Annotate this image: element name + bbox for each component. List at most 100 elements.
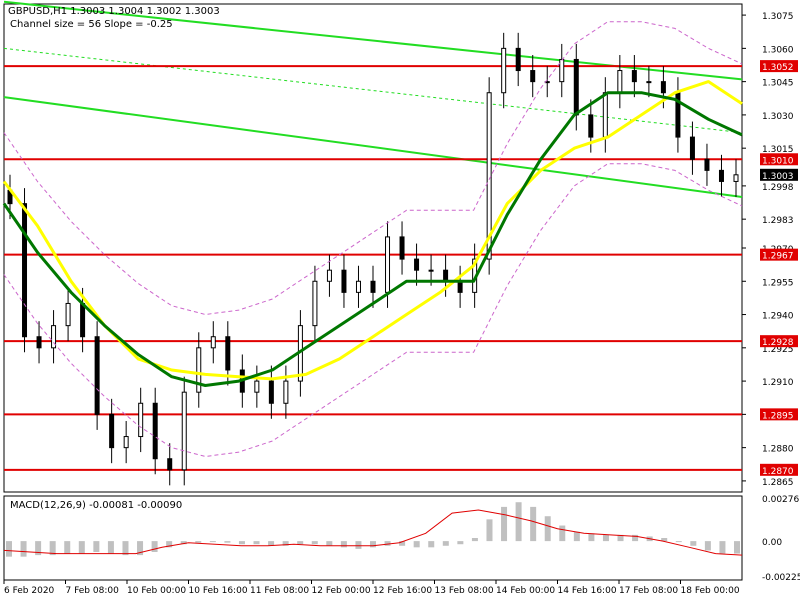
price-tick-label: 1.3075 (762, 12, 794, 22)
candle-body (94, 336, 100, 415)
macd-histogram-bar (49, 541, 56, 556)
macd-title: MACD(12,26,9) -0.00081 -0.00090 (10, 500, 182, 511)
macd-histogram-bar (384, 541, 391, 546)
macd-histogram-bar (340, 541, 347, 548)
macd-histogram-bar (399, 541, 406, 546)
candle-body (51, 325, 57, 349)
candle-body (109, 413, 115, 449)
candle-body (138, 402, 144, 438)
level-price-tag (760, 153, 798, 166)
candle-body (355, 280, 361, 293)
candle-body (414, 258, 420, 271)
macd-histogram-bar (238, 541, 245, 545)
macd-histogram-bar (588, 533, 595, 542)
price-tick-label: 1.2983 (762, 216, 794, 226)
time-tick-label: 18 Feb 00:00 (681, 586, 740, 596)
level-price-tag (760, 408, 798, 421)
macd-histogram-bar (734, 541, 740, 554)
level-price-label: 1.2967 (762, 252, 794, 262)
candle-body (501, 47, 507, 94)
level-price-label: 1.2870 (762, 467, 794, 477)
macd-histogram-bar (282, 541, 289, 546)
macd-histogram-bar (370, 541, 376, 548)
macd-histogram-bar (180, 541, 187, 545)
time-tick-label: 10 Feb 00:00 (127, 586, 186, 596)
candle-body (80, 302, 86, 338)
candle-body (22, 203, 28, 338)
price-tick-label: 1.3060 (762, 45, 794, 55)
price-tick-label: 1.3015 (762, 145, 794, 155)
price-tick-label: 1.2925 (762, 345, 794, 355)
price-tick-label: 1.3030 (762, 112, 794, 122)
macd-histogram-bar (719, 541, 726, 554)
candle-body (631, 70, 637, 83)
current-price-label: 1.3003 (762, 172, 794, 182)
price-tick-label: 1.2880 (762, 445, 794, 455)
macd-histogram-bar (661, 538, 668, 542)
macd-histogram-bar (501, 506, 508, 542)
candle-body (573, 58, 579, 116)
candle-body (370, 280, 376, 293)
candle-body (181, 391, 187, 471)
price-tick-label: 1.3045 (762, 79, 794, 89)
time-tick-label: 14 Feb 16:00 (558, 586, 617, 596)
macd-histogram-bar (6, 541, 12, 557)
macd-histogram-bar (253, 541, 260, 545)
channel-lower-line (3, 96, 743, 198)
channel-middle-line (3, 47, 743, 134)
candle-body (399, 236, 405, 260)
level-price-label: 1.3010 (762, 156, 794, 166)
macd-histogram-bar (471, 538, 478, 542)
level-price-label: 1.3052 (762, 63, 794, 73)
macd-tick-label: 0.00 (762, 538, 782, 548)
macd-histogram-bar (442, 541, 449, 546)
time-tick-label: 14 Feb 00:00 (496, 586, 555, 596)
current-price-tag (760, 168, 798, 181)
macd-histogram-bar (355, 541, 362, 549)
candle-body (443, 269, 449, 282)
macd-histogram-bar (413, 541, 420, 548)
price-tick-label: 1.2910 (762, 378, 794, 388)
macd-histogram-bar (20, 541, 27, 557)
level-price-tag (760, 463, 798, 476)
time-tick-label: 17 Feb 08:00 (619, 586, 678, 596)
candle-body (588, 114, 594, 138)
macd-histogram-bar (209, 541, 216, 543)
macd-tick-label: 0.00276 (762, 495, 799, 505)
macd-histogram-bar (268, 541, 275, 546)
macd-histogram-bar (166, 541, 173, 548)
macd-histogram-bar (530, 506, 537, 542)
candle-body (210, 336, 216, 349)
ma-fast-line (2, 80, 743, 381)
level-price-tag (760, 335, 798, 348)
macd-histogram-bar (457, 541, 464, 545)
macd-histogram-bar (486, 519, 493, 542)
candle-body (385, 236, 391, 293)
candle-body (457, 280, 463, 293)
bollinger-lower-line (3, 163, 743, 458)
candle-body (341, 269, 347, 293)
macd-histogram-bar (690, 541, 697, 546)
macd-histogram-bar (617, 534, 624, 542)
candle-body (559, 58, 565, 83)
time-tick-label: 10 Feb 16:00 (189, 586, 248, 596)
candle-body (530, 70, 536, 83)
main-pane-frame (3, 3, 743, 493)
candle-body (689, 136, 695, 160)
macd-histogram-bar (297, 541, 304, 545)
candle-body (617, 70, 623, 94)
macd-histogram-bar (573, 531, 580, 542)
bollinger-upper-line (3, 21, 743, 316)
channel-info: Channel size = 56 Slope = -0.25 (10, 19, 173, 30)
macd-histogram-bar (544, 516, 551, 542)
macd-histogram-bar (602, 534, 609, 542)
candle-body (660, 81, 666, 94)
macd-histogram-bar (137, 541, 144, 556)
candle-body (283, 380, 289, 404)
macd-tick-label: -0.00225 (762, 573, 800, 583)
macd-histogram-bar (35, 541, 42, 556)
candle-body (152, 402, 158, 460)
price-tick-label: 1.2940 (762, 312, 794, 322)
time-tick-label: 11 Feb 08:00 (250, 586, 309, 596)
